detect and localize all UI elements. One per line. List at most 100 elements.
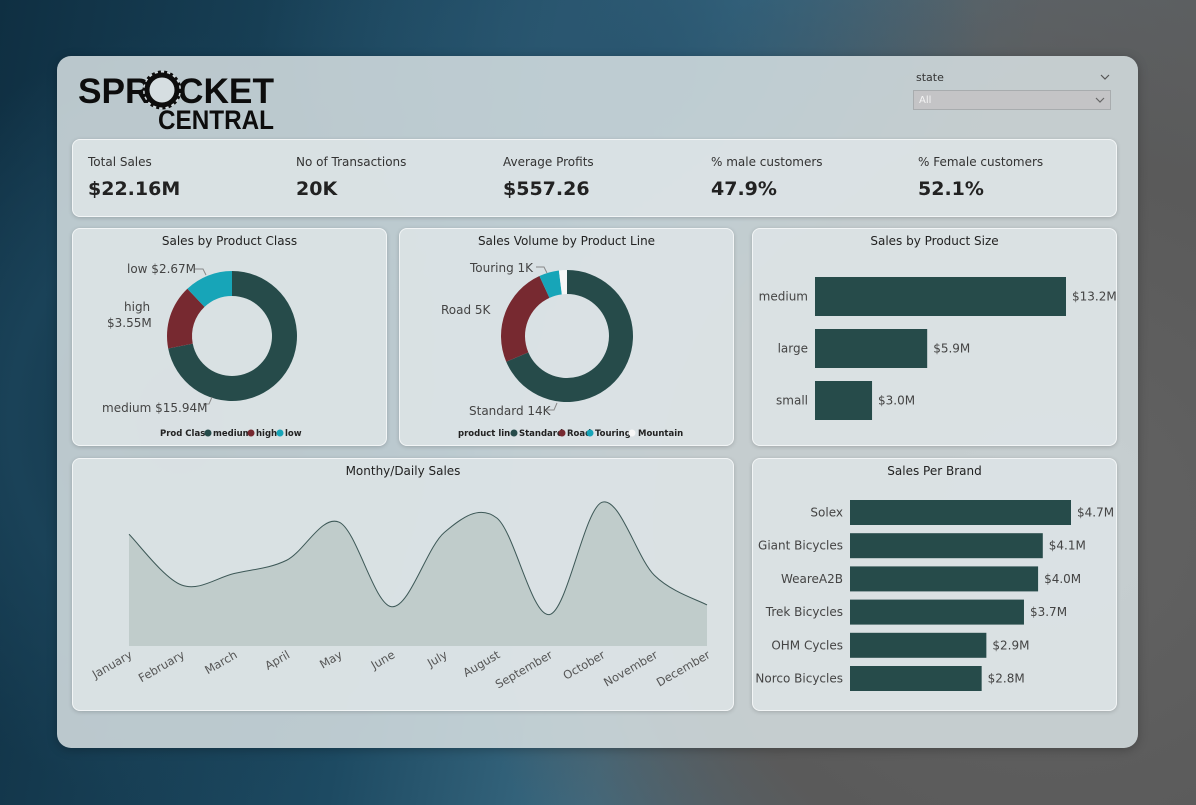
donut-slice-mountain[interactable]	[558, 270, 567, 295]
product-size-bar-chart[interactable]: medium $13.2M large $5.9M small $3.0M	[753, 229, 1118, 447]
legend-title: Prod Class	[160, 429, 210, 439]
data-label-ohm-cycles: $2.9M	[992, 638, 1029, 652]
state-dropdown[interactable]: All	[913, 90, 1111, 110]
category-label-small: small	[776, 394, 808, 408]
category-label-solex: Solex	[810, 506, 843, 520]
data-label-norco-bicycles: $2.8M	[988, 672, 1025, 686]
kpi-label-average-profits: Average Profits	[503, 155, 594, 169]
donut-slice-low[interactable]	[187, 271, 232, 307]
bar-solex[interactable]	[850, 500, 1071, 525]
data-label-wearea2b: $4.0M	[1044, 572, 1081, 586]
product-class-donut-chart[interactable]: low $2.67M high $3.55M medium $15.94M Pr…	[73, 229, 388, 447]
monthly-sales-area-chart[interactable]: January February March April May June July Augu…	[73, 459, 735, 712]
legend-item-touring: Touring	[595, 429, 631, 439]
data-label-solex: $4.7M	[1077, 506, 1114, 520]
brand-sales-bar-chart[interactable]: Solex $4.7M Giant Bicycles $4.1M WeareA2B $4.…	[753, 459, 1118, 712]
kpi-value-average-profits: $557.26	[503, 178, 590, 200]
monthly-sales-card[interactable]: Monthy/Daily Sales January February March A…	[72, 458, 734, 711]
kpi-label-transactions: No of Transactions	[296, 155, 407, 169]
bar-small[interactable]	[815, 381, 873, 420]
kpi-value-transactions: 20K	[296, 178, 338, 200]
slice-label-high: high	[124, 300, 150, 314]
x-tick-label-january: January	[89, 647, 135, 682]
legend-item-standard: Standard	[519, 429, 563, 439]
bar-wearea2b[interactable]	[850, 566, 1039, 592]
slice-label-low: low $2.67M	[127, 262, 196, 276]
chevron-down-icon	[1095, 97, 1105, 103]
chart-legend: Prod Class medium high low	[160, 429, 302, 439]
bar-norco-bicycles[interactable]	[850, 666, 982, 691]
chart-title: Sales Volume by Product Line	[477, 234, 656, 248]
x-tick-label-february: February	[136, 647, 187, 685]
category-label-medium: medium	[759, 290, 808, 304]
legend-item-road: Road	[567, 429, 591, 439]
slice-label-touring: Touring 1K	[469, 261, 534, 275]
bar-trek-bicycles[interactable]	[850, 599, 1024, 625]
legend-item-medium: medium	[213, 429, 252, 439]
slice-label-standard: Standard 14K	[469, 404, 552, 418]
series-line-sales[interactable]	[128, 501, 708, 616]
legend-swatch-high	[247, 429, 255, 437]
kpi-label-male-customers: % male customers	[711, 155, 823, 169]
x-tick-label-april: April	[262, 647, 292, 672]
area-fill	[129, 501, 707, 646]
x-tick-label-august: August	[460, 647, 502, 679]
bar-large[interactable]	[815, 329, 928, 368]
category-label-wearea2b: WeareA2B	[781, 572, 843, 586]
sprocket-central-logo: SPROCKET CENTRAL	[78, 70, 274, 132]
x-tick-label-june: June	[368, 647, 398, 672]
logo-line2: CENTRAL	[158, 105, 274, 132]
brand-sales-card[interactable]: Sales Per Brand Solex $4.7M Giant Bicycles…	[752, 458, 1117, 711]
bar-medium[interactable]	[815, 277, 1066, 316]
donut-slice-road[interactable]	[501, 276, 550, 362]
chart-title: Monthy/Daily Sales	[345, 464, 461, 478]
x-tick-label-november: November	[601, 647, 660, 689]
state-slicer-title: state	[916, 71, 944, 84]
state-dropdown-value: All	[919, 95, 932, 106]
kpi-value-male-customers: 47.9%	[711, 178, 777, 200]
legend-title: product line	[458, 429, 516, 439]
chart-title: Sales by Product Class	[161, 234, 298, 248]
legend-item-low: low	[285, 429, 302, 439]
x-tick-label-september: September	[493, 647, 555, 691]
legend-swatch-low	[276, 429, 284, 437]
legend-swatch-road	[558, 429, 566, 437]
legend-swatch-standard	[510, 429, 518, 437]
kpi-label-female-customers: % Female customers	[918, 155, 1044, 169]
category-label-trek-bicycles: Trek Bicycles	[765, 605, 843, 619]
product-line-card[interactable]: Sales Volume by Product Line Touring 1K …	[399, 228, 734, 446]
kpi-value-total-sales: $22.16M	[88, 178, 181, 200]
bar-giant-bicycles[interactable]	[850, 533, 1043, 559]
category-label-ohm-cycles: OHM Cycles	[771, 638, 843, 652]
slice-label-medium: medium $15.94M	[102, 401, 207, 415]
data-label-small: $3.0M	[878, 394, 915, 408]
product-class-card[interactable]: Sales by Product Class low $2.67M high $…	[72, 228, 387, 446]
chart-legend: product line Standard Road Touring Mount…	[458, 429, 683, 439]
legend-swatch-touring	[586, 429, 594, 437]
chevron-down-icon[interactable]	[1098, 70, 1112, 84]
legend-item-high: high	[256, 429, 277, 439]
product-line-donut-chart[interactable]: Touring 1K Road 5K Standard 14K product …	[400, 229, 735, 447]
data-label-medium: $13.2M	[1072, 290, 1117, 304]
bar-ohm-cycles[interactable]	[850, 632, 987, 658]
category-label-giant-bicycles: Giant Bicycles	[758, 539, 843, 553]
slice-label-high-value: $3.55M	[107, 316, 152, 330]
product-size-card[interactable]: Sales by Product Size medium $13.2M large $…	[752, 228, 1117, 446]
x-tick-label-march: March	[202, 647, 239, 677]
donut-slice-high[interactable]	[167, 288, 205, 349]
legend-swatch-medium	[204, 429, 212, 437]
kpi-card: Total Sales $22.16M No of Transactions 2…	[72, 139, 1117, 217]
x-tick-label-july: July	[424, 647, 450, 670]
data-label-giant-bicycles: $4.1M	[1049, 539, 1086, 553]
kpi-label-total-sales: Total Sales	[88, 155, 152, 169]
legend-swatch-mountain	[628, 429, 636, 437]
x-tick-label-may: May	[317, 647, 345, 671]
data-label-trek-bicycles: $3.7M	[1030, 605, 1067, 619]
category-label-large: large	[778, 342, 808, 356]
chart-title: Sales by Product Size	[870, 234, 999, 248]
donut-slice-touring[interactable]	[539, 270, 562, 298]
donut-slice-standard[interactable]	[506, 270, 633, 402]
sprocket-gear-icon	[142, 70, 182, 110]
slice-label-road: Road 5K	[441, 303, 492, 317]
donut-slice-medium[interactable]	[168, 271, 297, 401]
